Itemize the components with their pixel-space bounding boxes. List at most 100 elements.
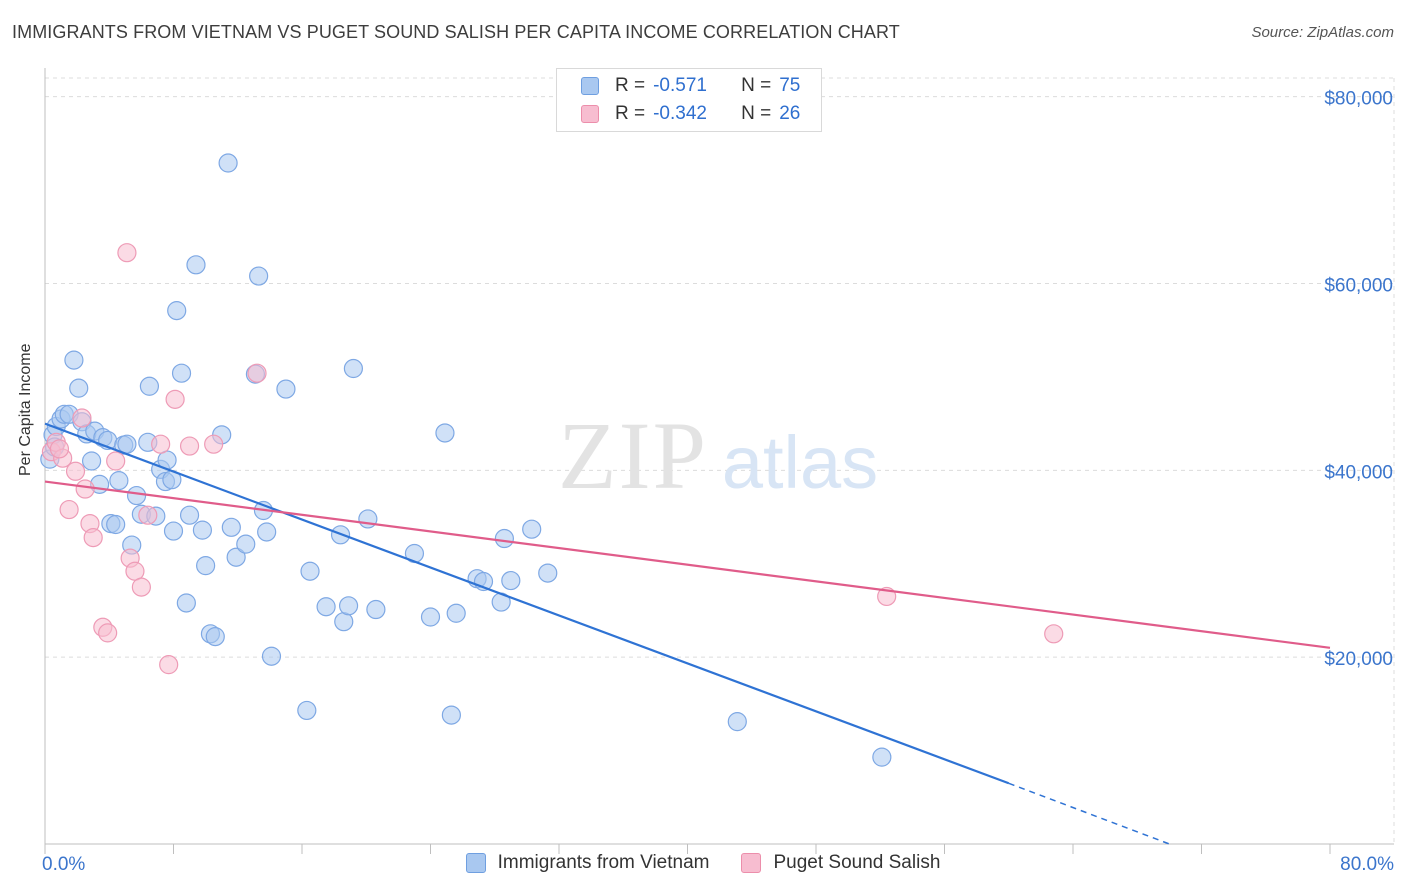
point-vietnam — [261, 646, 282, 666]
y-tick-label: $80,000 — [1324, 89, 1393, 110]
point-vietnam — [441, 705, 461, 725]
point-vietnam — [538, 563, 558, 583]
y-tick-labels: $20,000 $40,000 $60,000 $80,000 — [1324, 89, 1393, 670]
point-salish — [83, 527, 103, 548]
trend-line-vietnam — [44, 422, 1010, 785]
chart-title: IMMIGRANTS FROM VIETNAM VS PUGET SOUND S… — [12, 22, 900, 42]
point-vietnam — [106, 514, 126, 535]
stat-row-vietnam: R = -0.571 N = 75 — [581, 74, 800, 98]
n-label: N = — [741, 75, 772, 96]
point-vietnam — [435, 423, 455, 443]
point-vietnam — [163, 521, 184, 541]
trend-line-salish — [44, 480, 1331, 649]
data-points — [40, 153, 1064, 767]
point-salish — [59, 499, 79, 520]
point-salish — [131, 577, 151, 597]
r-value: -0.571 — [653, 75, 707, 96]
point-salish — [159, 655, 179, 675]
point-vietnam — [727, 712, 747, 732]
point-vietnam — [276, 379, 296, 399]
point-vietnam — [236, 534, 256, 554]
point-vietnam — [109, 471, 129, 491]
point-salish — [179, 436, 200, 456]
trend-lines — [44, 422, 1331, 845]
legend-item-salish[interactable]: Puget Sound Salish — [741, 852, 940, 874]
point-vietnam — [297, 700, 317, 721]
r-label: R = — [615, 103, 646, 124]
n-label: N = — [741, 103, 772, 124]
legend-swatch-vietnam — [465, 853, 486, 873]
point-vietnam — [501, 570, 521, 591]
point-vietnam — [300, 561, 320, 581]
point-salish — [106, 451, 126, 471]
point-vietnam — [179, 505, 200, 525]
point-vietnam — [192, 520, 213, 540]
point-salish — [165, 389, 185, 409]
axes: 0.0% 80.0% — [42, 68, 1394, 875]
source-credit: Source: ZipAtlas.com — [1251, 24, 1394, 41]
x-tick-label-min: 0.0% — [42, 854, 85, 875]
point-vietnam — [446, 603, 466, 623]
point-vietnam — [334, 612, 354, 632]
point-vietnam — [171, 363, 192, 383]
legend-label-salish: Puget Sound Salish — [773, 852, 941, 873]
point-vietnam — [69, 378, 89, 398]
point-vietnam — [316, 597, 336, 617]
y-tick-label: $60,000 — [1324, 276, 1393, 297]
point-vietnam — [366, 599, 386, 620]
correlation-stats-box: R = -0.571 N = 75 R = -0.342 N = 26 — [556, 68, 822, 132]
point-vietnam — [420, 607, 441, 627]
stat-row-salish: R = -0.342 N = 26 — [581, 102, 800, 126]
point-vietnam — [81, 451, 102, 471]
legend-item-vietnam[interactable]: Immigrants from Vietnam — [465, 852, 710, 874]
r-value: -0.342 — [653, 103, 707, 124]
point-vietnam — [872, 747, 892, 767]
point-salish — [117, 243, 137, 263]
trend-line-vietnam-extension — [1008, 782, 1170, 845]
chart-legend: Immigrants from Vietnam Puget Sound Sali… — [0, 852, 1406, 874]
point-vietnam — [249, 266, 269, 286]
point-salish — [204, 434, 224, 454]
point-vietnam — [139, 376, 160, 396]
point-vietnam — [205, 627, 225, 647]
legend-swatch-salish — [741, 853, 762, 873]
stat-swatch-vietnam — [581, 77, 599, 95]
point-vietnam — [257, 522, 277, 542]
point-vietnam — [343, 358, 363, 379]
watermark-atlas: atlas — [722, 421, 878, 504]
legend-label-vietnam: Immigrants from Vietnam — [497, 852, 710, 873]
point-salish — [247, 363, 267, 383]
stat-swatch-salish — [581, 105, 599, 123]
point-vietnam — [226, 547, 246, 567]
point-vietnam — [167, 301, 187, 321]
point-vietnam — [494, 528, 514, 549]
point-salish — [49, 439, 70, 459]
point-salish — [98, 623, 118, 643]
point-vietnam — [218, 153, 238, 173]
grid-lines — [45, 77, 1395, 844]
point-vietnam — [522, 519, 542, 539]
y-tick-label: $40,000 — [1324, 462, 1393, 483]
point-salish — [1044, 624, 1064, 644]
point-vietnam — [196, 556, 216, 576]
point-vietnam — [64, 350, 84, 370]
y-tick-label: $20,000 — [1324, 649, 1393, 670]
point-vietnam — [176, 593, 196, 613]
point-salish — [151, 434, 171, 454]
watermark: ZIP atlas — [558, 402, 878, 509]
point-vietnam — [186, 255, 206, 275]
point-vietnam — [117, 434, 137, 454]
r-label: R = — [615, 75, 646, 96]
point-salish — [75, 479, 95, 499]
x-tick-label-max: 80.0% — [1340, 854, 1394, 875]
point-vietnam — [126, 485, 147, 506]
point-salish — [72, 408, 92, 428]
watermark-zip: ZIP — [558, 402, 708, 509]
point-vietnam — [221, 517, 241, 537]
point-salish — [65, 461, 86, 481]
point-vietnam — [338, 596, 359, 616]
point-salish — [138, 505, 158, 525]
n-value: 75 — [779, 75, 801, 96]
n-value: 26 — [779, 103, 801, 124]
